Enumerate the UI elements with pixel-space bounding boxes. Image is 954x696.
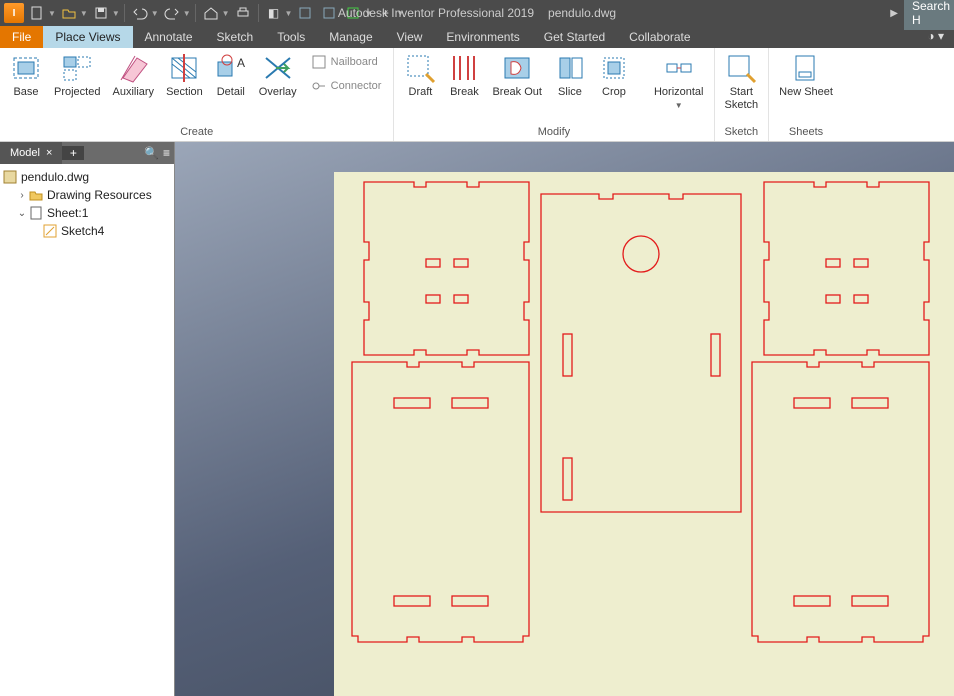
close-icon[interactable]: × — [46, 147, 52, 159]
workspace: Model× + 🔍 ≡ pendulo.dwg › Drawing Resou… — [0, 142, 954, 696]
dropdown-icon[interactable]: ▼ — [222, 9, 230, 18]
save-icon[interactable] — [90, 2, 112, 24]
tab-collaborate[interactable]: Collaborate — [617, 26, 702, 48]
model-browser: Model× + 🔍 ≡ pendulo.dwg › Drawing Resou… — [0, 142, 175, 696]
print-icon[interactable] — [232, 2, 254, 24]
dwg-icon — [2, 169, 18, 185]
base-button[interactable]: Base — [4, 50, 48, 101]
doc-name: pendulo.dwg — [548, 6, 616, 20]
tree-node-sketch[interactable]: Sketch4 — [2, 222, 172, 240]
tab-place-views[interactable]: Place Views — [43, 26, 132, 48]
new-sheet-button[interactable]: New Sheet — [773, 50, 839, 101]
sketch-icon — [42, 223, 58, 239]
title-text: Autodesk Inventor Professional 2019 pend… — [338, 6, 616, 20]
break-button[interactable]: Break — [442, 50, 486, 101]
app-logo[interactable]: I — [4, 3, 24, 23]
tab-annotate[interactable]: Annotate — [133, 26, 205, 48]
titlebar: I ▼ ▼ ▼ ▼ ▼ ▼ ◧▼ ▼ +▼ Autodesk Inventor … — [0, 0, 954, 26]
ribbon-group-sketch: Start Sketch Sketch — [715, 48, 770, 141]
tab-get-started[interactable]: Get Started — [532, 26, 617, 48]
undo-icon[interactable] — [129, 2, 151, 24]
group-label: Sketch — [715, 124, 769, 141]
auxiliary-button[interactable]: Auxiliary — [106, 50, 160, 101]
breakout-button[interactable]: Break Out — [486, 50, 548, 101]
redo-icon[interactable] — [161, 2, 183, 24]
dropdown-icon[interactable]: ▼ — [48, 9, 56, 18]
start-sketch-button[interactable]: Start Sketch — [719, 50, 765, 113]
collapse-icon[interactable]: ⌄ — [16, 208, 28, 219]
ribbon: Base Projected Auxiliary Section ADetail… — [0, 48, 954, 142]
add-tab-button[interactable]: + — [62, 146, 84, 160]
dropdown-icon[interactable]: ▼ — [112, 9, 120, 18]
search-input[interactable]: Search H — [904, 0, 954, 30]
ribbon-group-create: Base Projected Auxiliary Section ADetail… — [0, 48, 394, 141]
panel-tab-model[interactable]: Model× — [0, 142, 62, 164]
browser-tree: pendulo.dwg › Drawing Resources ⌄ Sheet:… — [0, 164, 174, 244]
dropdown-icon[interactable]: ▼ — [285, 9, 293, 18]
dropdown-icon[interactable]: ▼ — [151, 9, 159, 18]
qat-misc2-icon[interactable] — [294, 2, 316, 24]
overlay-button[interactable]: Overlay — [253, 50, 303, 101]
svg-text:A: A — [237, 56, 245, 70]
drawing-sheet — [334, 172, 954, 696]
drawing-canvas[interactable] — [175, 142, 954, 696]
horizontal-button[interactable]: Horizontal▼ — [648, 50, 710, 113]
ribbon-group-sheets: New Sheet Sheets — [769, 48, 843, 141]
slice-button[interactable]: Slice — [548, 50, 592, 101]
qat-misc1-icon[interactable]: ◧ — [263, 2, 285, 24]
projected-button[interactable]: Projected — [48, 50, 106, 101]
connector-button[interactable]: Connector — [307, 76, 386, 96]
dropdown-icon[interactable]: ▼ — [80, 9, 88, 18]
expand-icon[interactable]: › — [16, 190, 28, 201]
tab-view[interactable]: View — [385, 26, 435, 48]
group-label: Sheets — [769, 124, 843, 141]
ribbon-tabs: File Place Views Annotate Sketch Tools M… — [0, 26, 954, 48]
group-label: Create — [0, 124, 393, 141]
tree-root[interactable]: pendulo.dwg — [2, 168, 172, 186]
chevron-right-icon[interactable]: ▶ — [890, 8, 898, 19]
open-icon[interactable] — [58, 2, 80, 24]
detail-button[interactable]: ADetail — [209, 50, 253, 101]
new-icon[interactable] — [26, 2, 48, 24]
section-button[interactable]: Section — [160, 50, 209, 101]
draft-button[interactable]: Draft — [398, 50, 442, 101]
tab-sketch[interactable]: Sketch — [205, 26, 266, 48]
search-icon[interactable]: 🔍 — [144, 146, 159, 160]
tab-manage[interactable]: Manage — [317, 26, 384, 48]
group-label: Modify — [394, 124, 713, 141]
nailboard-button[interactable]: Nailboard — [307, 52, 386, 72]
dropdown-icon[interactable]: ▼ — [183, 9, 191, 18]
tab-tools[interactable]: Tools — [265, 26, 317, 48]
tree-node-sheet[interactable]: ⌄ Sheet:1 — [2, 204, 172, 222]
sheet-icon — [28, 205, 44, 221]
crop-button[interactable]: Crop — [592, 50, 636, 101]
home-icon[interactable] — [200, 2, 222, 24]
tab-environments[interactable]: Environments — [434, 26, 531, 48]
app-name: Autodesk Inventor Professional 2019 — [338, 6, 534, 20]
menu-icon[interactable]: ≡ — [163, 146, 170, 160]
folder-icon — [28, 187, 44, 203]
ribbon-group-modify: Draft Break Break Out Slice Crop Horizon… — [394, 48, 714, 141]
tab-file[interactable]: File — [0, 26, 43, 48]
tree-node-resources[interactable]: › Drawing Resources — [2, 186, 172, 204]
